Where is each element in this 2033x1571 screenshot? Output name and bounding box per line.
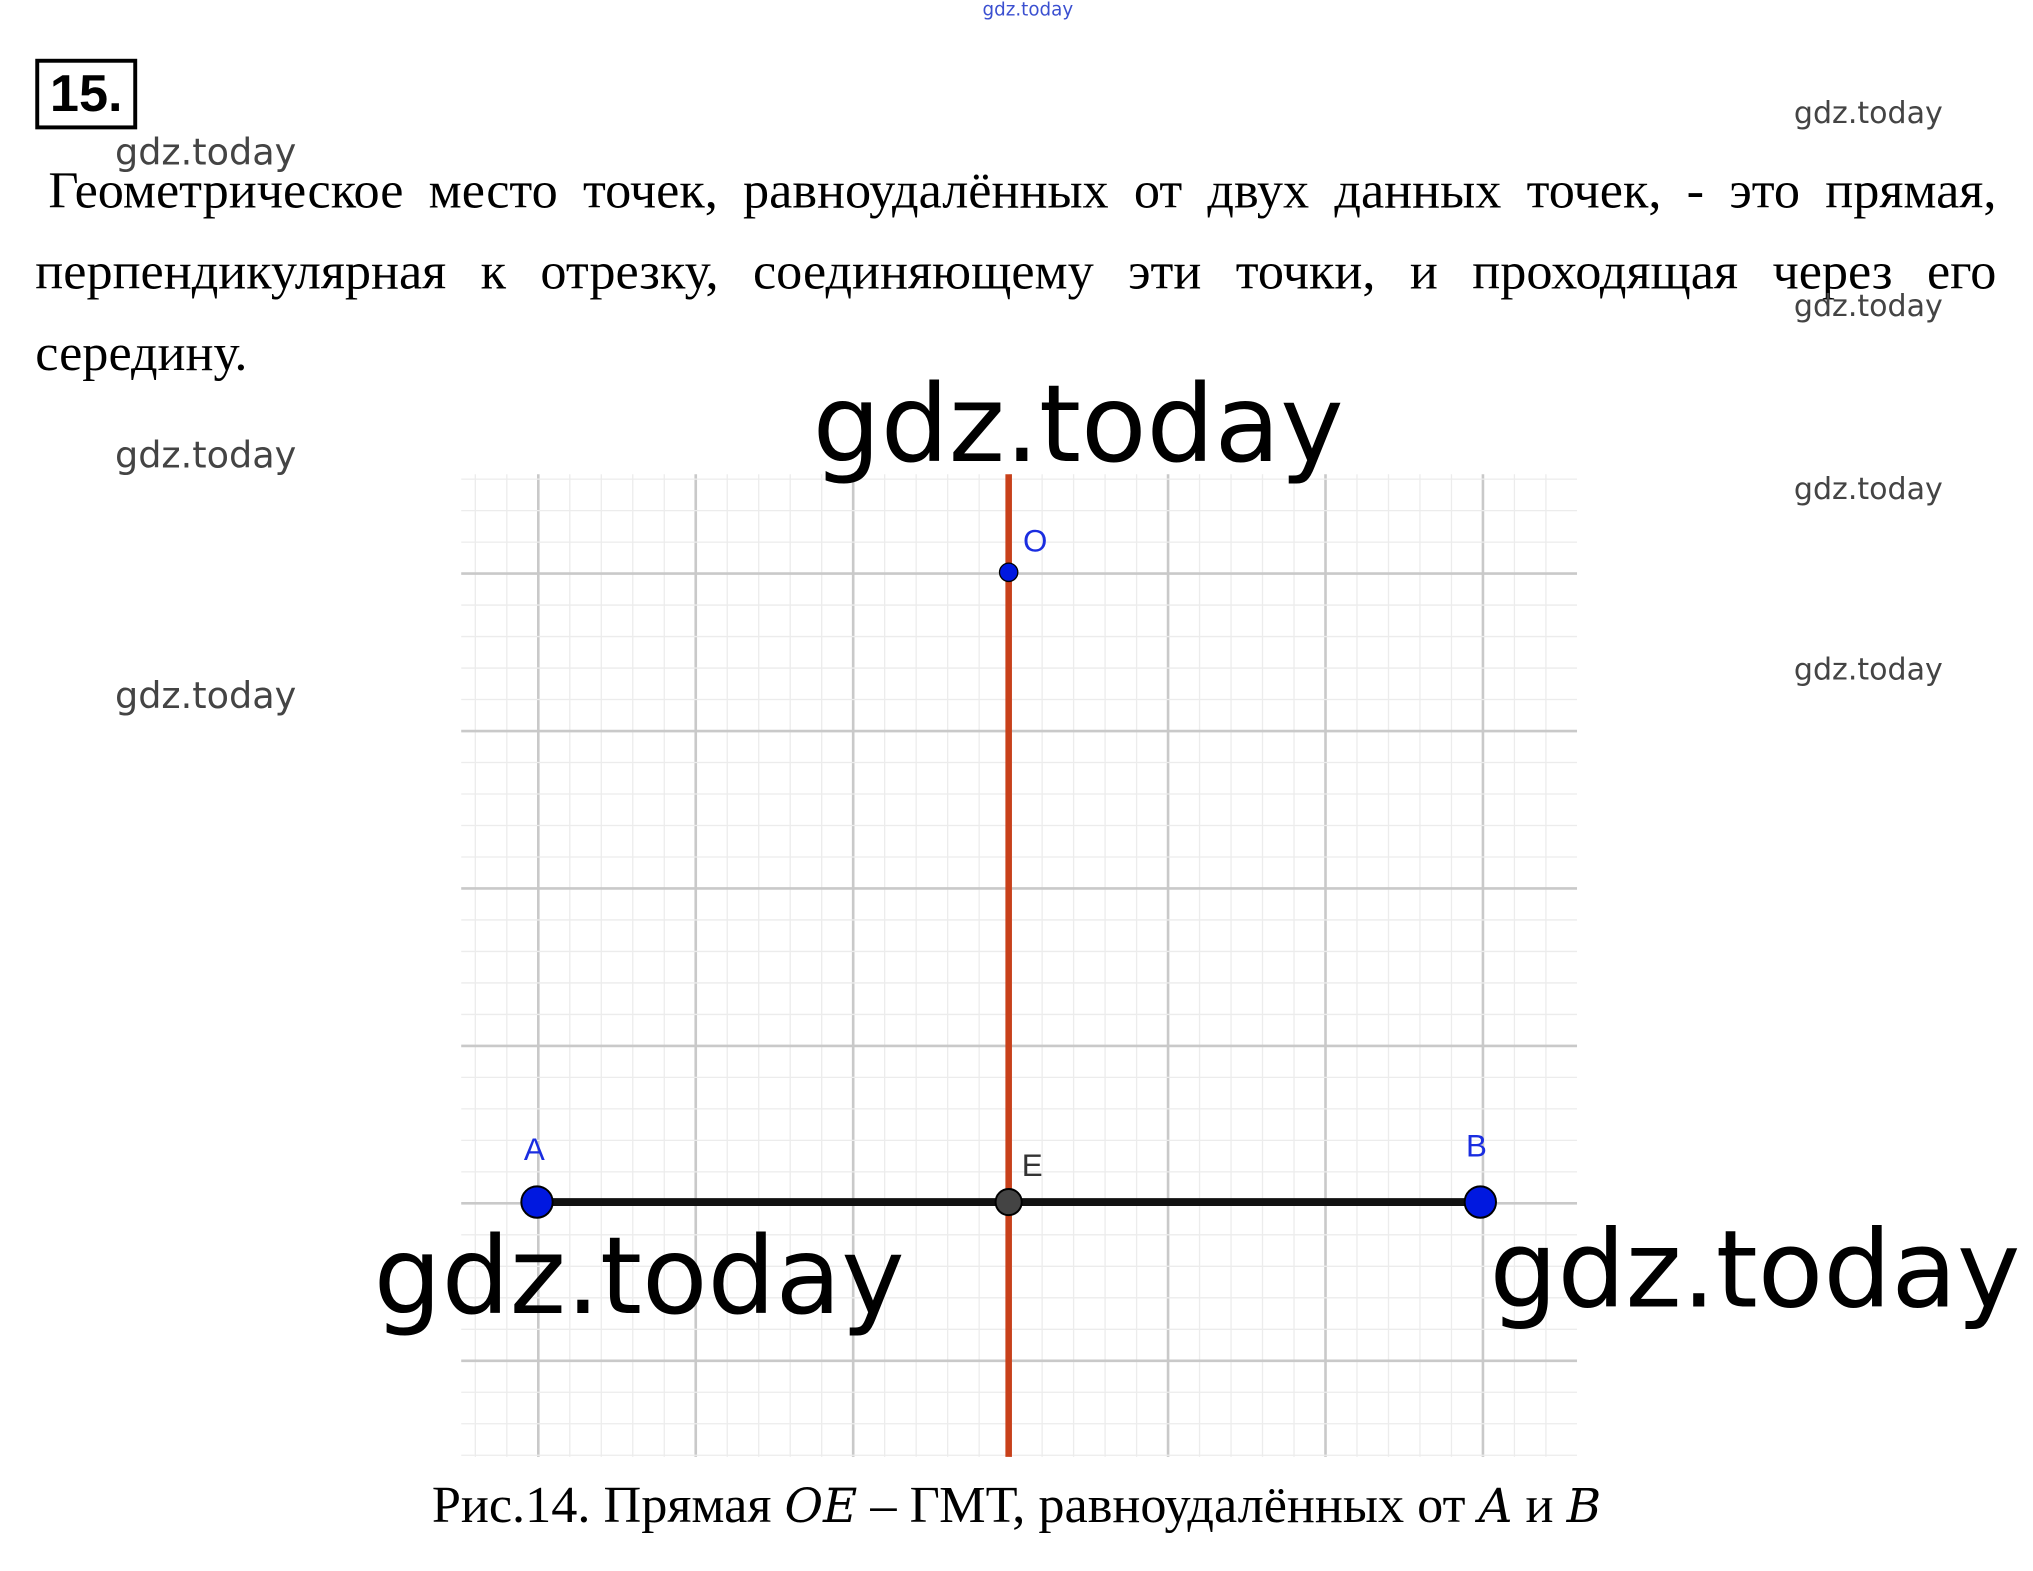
watermark: gdz.today	[1793, 472, 1943, 507]
paragraph: Геометрическое место точек, равноудалённ…	[35, 160, 1997, 382]
watermark: gdz.today	[1489, 1208, 2021, 1333]
point-a	[520, 1185, 554, 1219]
point-o	[998, 562, 1019, 583]
label-a: A	[524, 1132, 545, 1167]
page: 15. Геометрическое место точек, равноуда…	[35, 0, 2021, 1534]
caption-text: – ГМТ, равноудалённых от	[857, 1475, 1479, 1534]
caption-math: OE	[784, 1480, 858, 1534]
caption: Рис.14. Прямая OE – ГМТ, равноудалённых …	[0, 1474, 2033, 1535]
watermark: gdz.today	[114, 130, 297, 174]
point-b	[1463, 1185, 1497, 1219]
watermark: gdz.today	[812, 363, 1344, 488]
caption-math: B	[1566, 1480, 1602, 1534]
watermark: gdz.today	[114, 674, 297, 718]
caption-math: A	[1478, 1480, 1513, 1534]
caption-text: и	[1512, 1475, 1567, 1534]
caption-text: Рис.14. Прямая	[431, 1475, 785, 1534]
watermark: gdz.today	[982, 0, 1074, 21]
point-e	[994, 1187, 1023, 1217]
watermark: gdz.today	[1793, 653, 1943, 688]
watermark: gdz.today	[373, 1215, 905, 1340]
watermark: gdz.today	[114, 433, 297, 477]
watermark: gdz.today	[1793, 96, 1943, 131]
watermark: gdz.today	[1793, 290, 1943, 325]
problem-number: 15.	[35, 58, 138, 130]
label-b: B	[1466, 1128, 1487, 1163]
label-e: E	[1022, 1148, 1043, 1183]
label-o: O	[1023, 523, 1047, 558]
